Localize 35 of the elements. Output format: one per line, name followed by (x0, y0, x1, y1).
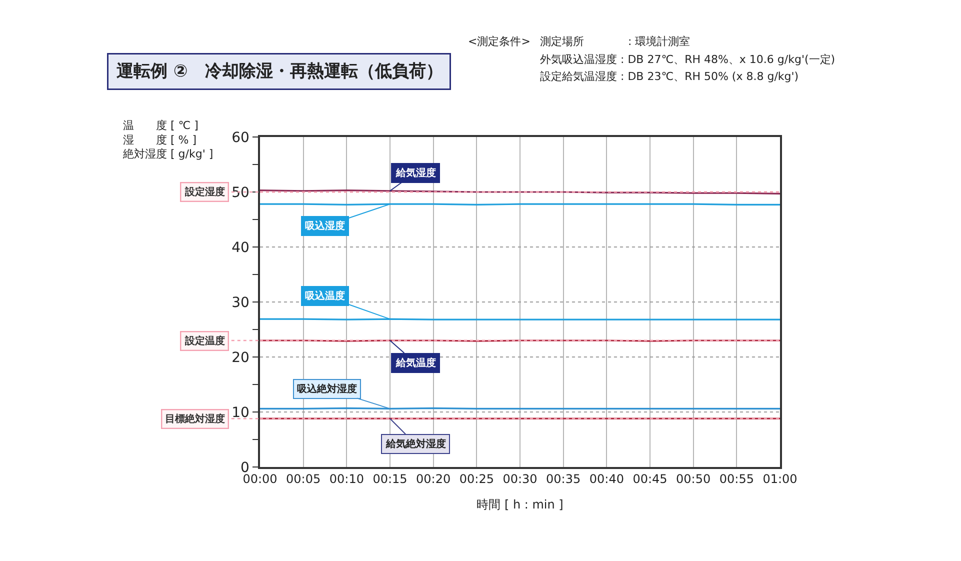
y-tick-label: 60 (232, 130, 250, 146)
chart-title: 運転例 ② 冷却除湿・再熱運転（低負荷） (116, 62, 443, 82)
x-axis-title: 時間 [ h : min ] (476, 498, 564, 512)
x-tick-label: 00:45 (632, 472, 668, 486)
x-tick-label: 00:55 (719, 472, 754, 486)
y-tick-label: 40 (232, 240, 250, 256)
x-tick-label: 00:10 (329, 472, 364, 486)
text: 測定場所 : 環境計測室 (540, 35, 690, 48)
x-tick-label: 00:05 (286, 472, 321, 486)
series-label: 吸込湿度 (305, 220, 345, 232)
x-tick-label: 00:20 (416, 472, 451, 486)
x-tick-label: 01:00 (762, 472, 798, 486)
series-label: 給気温度 (395, 357, 436, 369)
x-tick-label: 00:00 (242, 472, 278, 486)
text: 設定給気温湿度 : DB 23℃、RH 50% (x 8.8 g/kg') (540, 70, 799, 83)
x-tick-label: 00:40 (589, 472, 624, 486)
x-tick-label: 00:35 (546, 472, 581, 486)
y-axis-title: 温 度 [ ℃ ] 湿 度 [ % ] 絶対湿度 [ g/kg' ] (122, 119, 214, 161)
text: 給気絶対湿度 (385, 438, 446, 450)
y-tick-label: 30 (232, 294, 250, 311)
x-tick-label: 00:30 (502, 472, 538, 486)
ref-line-label: 目標絶対湿度 (165, 413, 226, 426)
ref-line-label: 設定湿度 (184, 186, 226, 198)
series-label: 吸込温度 (305, 290, 345, 302)
text: <測定条件> (468, 35, 530, 48)
x-tick-label: 00:15 (372, 472, 408, 486)
series-label: 給気湿度 (395, 167, 436, 179)
series-label: 吸込絶対湿度 (297, 383, 357, 395)
y-tick-label: 10 (232, 404, 250, 421)
ref-line-label: 設定温度 (184, 335, 226, 348)
y-tick-label: 50 (232, 184, 250, 201)
x-tick-label: 00:50 (676, 472, 711, 486)
y-tick-label: 20 (232, 350, 250, 366)
text: 外気吸込温湿度 : DB 27℃、RH 48%、x 10.6 g/kg'(一定) (540, 53, 836, 66)
x-tick-label: 00:25 (459, 472, 494, 486)
